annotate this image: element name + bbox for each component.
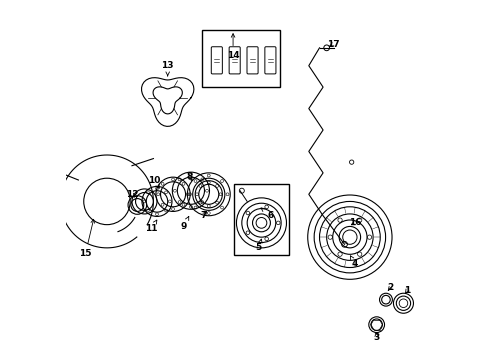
Text: 4: 4: [349, 256, 358, 269]
Text: 10: 10: [148, 176, 161, 188]
Text: 5: 5: [255, 239, 262, 252]
Text: 6: 6: [261, 208, 273, 220]
Bar: [233, 184, 288, 255]
Text: 12: 12: [125, 190, 138, 199]
Text: 11: 11: [145, 220, 158, 233]
Text: 8: 8: [185, 172, 192, 181]
Bar: [201, 30, 280, 87]
Text: 9: 9: [180, 216, 188, 231]
Text: 3: 3: [373, 333, 379, 342]
Text: 13: 13: [161, 61, 174, 76]
Text: 2: 2: [386, 283, 392, 292]
Text: 7: 7: [200, 211, 206, 220]
Text: 15: 15: [79, 219, 94, 258]
Text: 17: 17: [326, 40, 339, 49]
Text: 16: 16: [348, 219, 361, 228]
Text: 1: 1: [403, 286, 409, 295]
Text: 14: 14: [226, 34, 239, 60]
